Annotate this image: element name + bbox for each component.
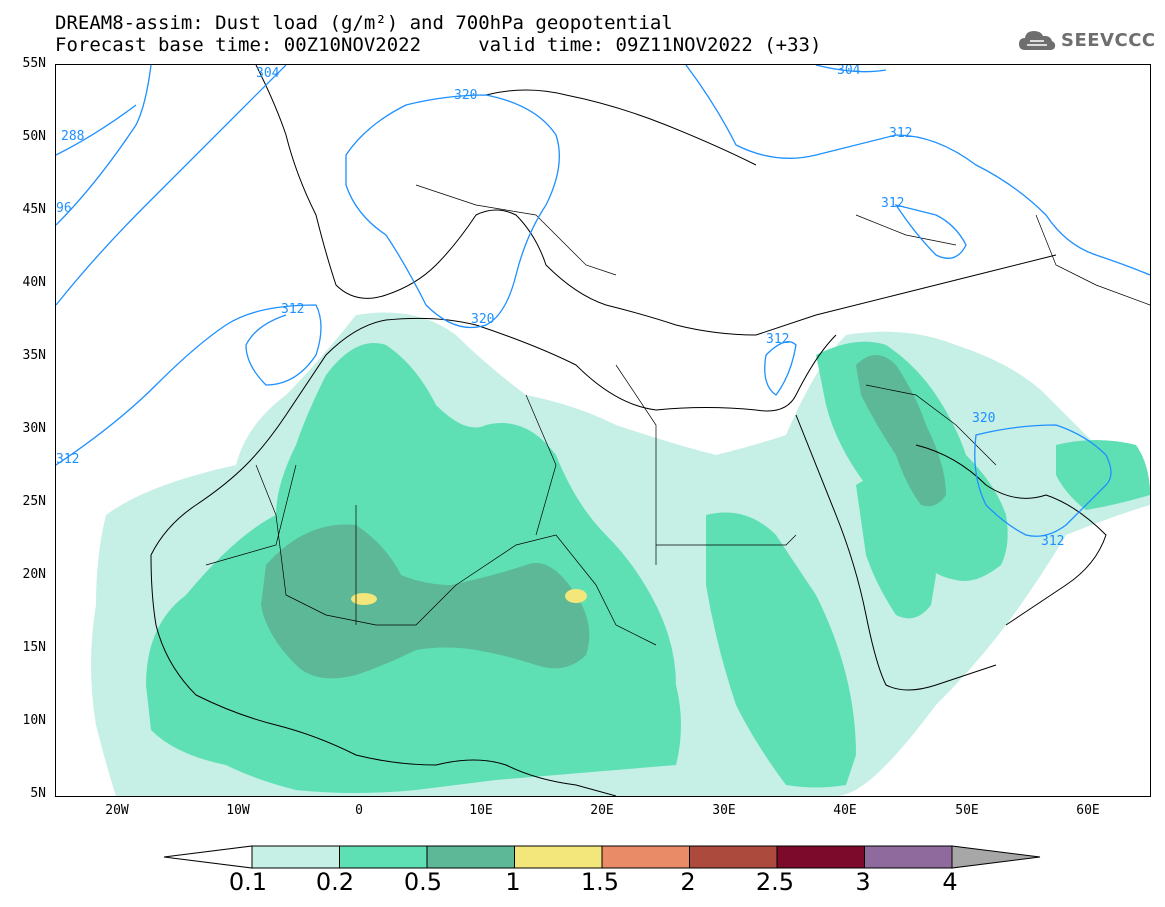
lat-label: 35N <box>22 348 46 363</box>
lon-label: 10W <box>226 803 250 818</box>
contour-label: 288 <box>61 129 84 144</box>
lon-label: 20E <box>590 803 614 818</box>
colorbar-swatch <box>514 845 603 869</box>
lat-label: 40N <box>22 275 46 290</box>
colorbar-tick-label: 1 <box>505 868 521 896</box>
colorbar-swatch <box>251 845 340 869</box>
lon-label: 0 <box>355 803 363 818</box>
colorbar-tick-label: 3 <box>855 868 871 896</box>
contour-label: 312 <box>1041 534 1064 549</box>
colorbar-swatch <box>864 845 953 869</box>
colorbar-tick-label: 2 <box>680 868 696 896</box>
colorbar-tick-label: 4 <box>942 868 958 896</box>
lat-label: 5N <box>30 786 46 801</box>
lat-label: 10N <box>22 713 46 728</box>
lon-label: 20W <box>105 803 129 818</box>
colorbar-tick-label: 0.2 <box>315 868 355 896</box>
lat-label: 20N <box>22 567 46 582</box>
country-borders <box>205 184 1150 646</box>
lon-label: 30E <box>712 803 736 818</box>
lat-label: 30N <box>22 421 46 436</box>
contour-label: 312 <box>881 196 904 211</box>
coastlines <box>150 65 1107 796</box>
lon-label: 50E <box>955 803 979 818</box>
lat-label: 45N <box>22 202 46 217</box>
lon-label: 40E <box>833 803 857 818</box>
colorbar <box>163 845 1041 869</box>
cloud-icon <box>1019 31 1056 50</box>
contour-label: 312 <box>56 452 79 467</box>
seevccc-logo: SEEVCCC <box>1017 26 1156 56</box>
contour-label: 312 <box>766 332 789 347</box>
colorbar-swatch <box>776 845 865 869</box>
dust-dark-region <box>856 355 946 507</box>
contour-labels: 304 312 320 312 312 312 320 320 312 288 … <box>56 64 1064 549</box>
geopotential-contours <box>56 65 1150 537</box>
colorbar-swatch <box>689 845 778 869</box>
contour-label: 304 <box>256 66 280 81</box>
contour-label: 320 <box>972 411 995 426</box>
dust-load-field <box>91 312 1150 796</box>
lon-label: 10E <box>469 803 493 818</box>
lat-label: 15N <box>22 640 46 655</box>
forecast-time-subtitle: Forecast base time: 00Z10NOV2022 valid t… <box>55 34 822 56</box>
lon-label: 60E <box>1076 803 1100 818</box>
dust-medium-region <box>856 477 936 619</box>
contour-label: 320 <box>471 312 494 327</box>
colorbar-high-arrow <box>951 845 1041 869</box>
dust-medium-region <box>706 512 856 788</box>
dust-medium-region <box>146 343 681 793</box>
colorbar-tick-label: 2.5 <box>755 868 795 896</box>
map-panel: 304 312 320 312 312 312 320 320 312 288 … <box>55 64 1151 797</box>
contour-label: 304 <box>837 64 861 78</box>
dust-medium-region <box>1056 440 1150 510</box>
contour-label: 320 <box>454 88 477 103</box>
lat-label: 50N <box>22 129 46 144</box>
colorbar-swatch <box>426 845 515 869</box>
contour-label: 312 <box>281 302 304 317</box>
dust-high-spot <box>565 589 587 603</box>
colorbar-low-arrow <box>163 845 253 869</box>
lat-label: 25N <box>22 494 46 509</box>
colorbar-tick-label: 0.1 <box>228 868 268 896</box>
lat-label: 55N <box>22 56 46 71</box>
logo-text: SEEVCCC <box>1061 30 1156 51</box>
colorbar-swatch <box>339 845 428 869</box>
dust-dark-region <box>261 524 590 679</box>
contour-label: 96 <box>56 201 72 216</box>
dust-high-spot <box>351 593 377 605</box>
colorbar-tick-label: 1.5 <box>580 868 620 896</box>
colorbar-swatch <box>601 845 690 869</box>
colorbar-tick-label: 0.5 <box>403 868 443 896</box>
map-title: DREAM8-assim: Dust load (g/m²) and 700hP… <box>55 12 673 34</box>
contour-label: 312 <box>889 126 912 141</box>
